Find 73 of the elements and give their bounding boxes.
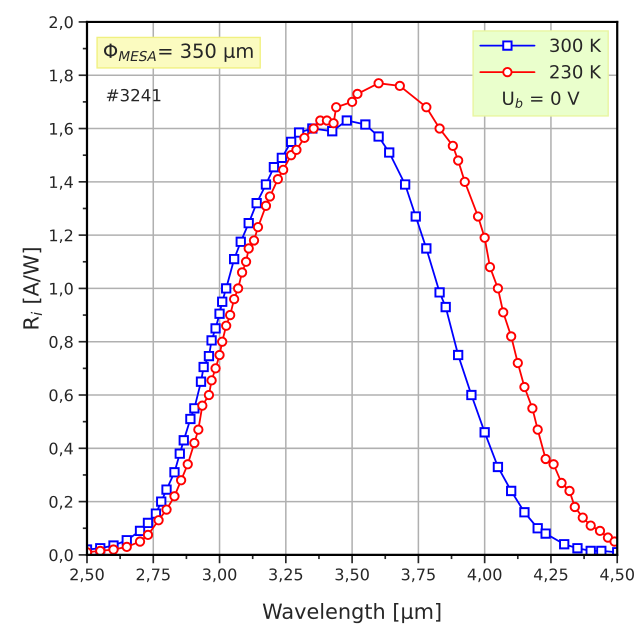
point xyxy=(156,496,166,507)
y-tick-label: 1,2 xyxy=(50,229,72,244)
point xyxy=(532,523,543,534)
point xyxy=(506,486,516,496)
x-tick-label: 3,75 xyxy=(402,568,435,582)
annotation: Φ$_{MESA}$= 350 µm xyxy=(104,43,253,62)
point xyxy=(142,518,154,528)
x-tick-label: 4,00 xyxy=(468,568,502,582)
point xyxy=(480,427,490,438)
point xyxy=(327,126,338,136)
point xyxy=(217,296,228,307)
point xyxy=(384,147,394,158)
y-tick-label: 0,0 xyxy=(49,549,73,563)
point xyxy=(360,119,371,130)
point xyxy=(400,179,410,190)
point xyxy=(342,115,352,126)
point xyxy=(206,335,217,346)
point xyxy=(169,467,180,478)
x-tick-label: 2,50 xyxy=(70,568,104,582)
point xyxy=(161,484,172,495)
x-tick-label: 4,50 xyxy=(600,568,634,582)
point xyxy=(410,211,421,222)
point xyxy=(492,462,504,472)
annotation: #3241 xyxy=(106,88,160,102)
y-tick-label: 0,2 xyxy=(49,496,72,510)
point xyxy=(228,254,240,264)
x-tick-label: 3,25 xyxy=(269,568,302,582)
point xyxy=(519,507,530,518)
y-tick-label: 1,0 xyxy=(50,282,73,296)
point xyxy=(178,435,189,446)
x-tick-label: 4,25 xyxy=(534,568,568,582)
point xyxy=(185,414,196,424)
point xyxy=(453,350,464,360)
point xyxy=(276,152,287,163)
point xyxy=(236,236,246,247)
point xyxy=(540,528,551,539)
point xyxy=(196,376,206,387)
x-tick-label: 3,00 xyxy=(202,568,236,582)
point xyxy=(586,546,596,555)
point xyxy=(373,131,384,142)
point xyxy=(198,362,209,372)
point xyxy=(252,198,262,208)
point xyxy=(268,162,280,172)
x-axis-title: Wavelength [µm] xyxy=(262,602,440,624)
point xyxy=(466,390,477,400)
y-tick-label: 0,6 xyxy=(49,389,73,403)
y-tick-label: 0,4 xyxy=(49,442,73,456)
point xyxy=(572,543,583,554)
point xyxy=(260,179,272,190)
point xyxy=(421,243,432,254)
y-tick-label: 1,4 xyxy=(50,176,73,190)
point xyxy=(221,283,232,294)
point xyxy=(189,403,200,414)
legend-label: 230 K xyxy=(550,65,602,79)
y-tick-label: 1,6 xyxy=(50,122,73,136)
point xyxy=(244,218,254,228)
x-tick-label: 3,50 xyxy=(336,568,369,582)
point xyxy=(596,546,606,555)
y-tick-label: 1,8 xyxy=(50,69,73,84)
point xyxy=(440,302,451,312)
point xyxy=(559,539,570,550)
y-tick-label: 2,0 xyxy=(50,16,73,30)
legend-label: 300 K xyxy=(550,38,602,52)
point xyxy=(174,448,185,459)
x-tick-label: 2,75 xyxy=(136,568,170,582)
legend-title: U$_{b}$ = 0 V xyxy=(503,91,580,108)
y-tick-label: 0,8 xyxy=(49,336,73,350)
point xyxy=(214,308,225,319)
point xyxy=(286,136,296,147)
point xyxy=(210,323,221,334)
point xyxy=(434,287,445,298)
point xyxy=(204,350,214,362)
y-axis-title: R$_{i}$ [A/W] xyxy=(22,248,42,328)
